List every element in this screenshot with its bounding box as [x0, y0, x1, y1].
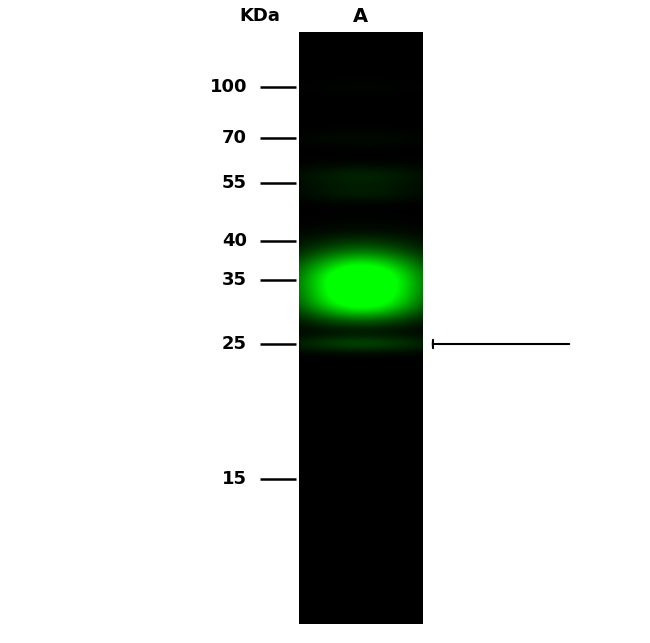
- Text: 55: 55: [222, 174, 247, 192]
- Text: 70: 70: [222, 129, 247, 147]
- Text: KDa: KDa: [240, 7, 280, 25]
- Text: 35: 35: [222, 271, 247, 289]
- Bar: [299, 32, 422, 624]
- Text: A: A: [353, 6, 369, 26]
- Text: 25: 25: [222, 335, 247, 353]
- Text: 100: 100: [209, 78, 247, 96]
- Text: 40: 40: [222, 232, 247, 250]
- Text: 15: 15: [222, 470, 247, 488]
